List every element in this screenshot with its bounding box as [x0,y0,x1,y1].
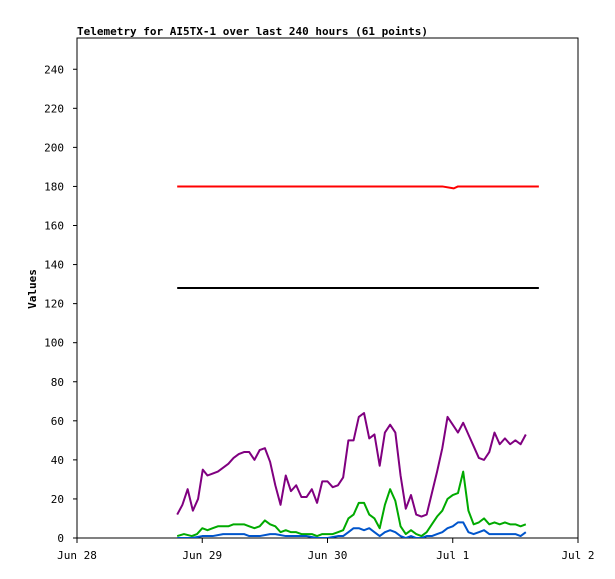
y-tick-label: 40 [51,454,64,467]
y-tick-label: 0 [57,532,64,545]
y-tick-label: 180 [44,180,64,193]
x-tick-label: Jul 1 [436,549,469,562]
y-axis-ticks: 0 20 40 60 80 100 120 140 160 180 200 220 240 [44,63,77,545]
x-tick-label: Jun 30 [308,549,348,562]
y-tick-label: 240 [44,63,64,76]
y-tick-label: 140 [44,259,64,272]
y-tick-label: 20 [51,493,64,506]
chart-title: Telemetry for AI5TX-1 over last 240 hour… [77,25,428,38]
x-tick-label: Jun 29 [182,549,222,562]
y-axis-label: Values [26,269,39,309]
series-line-4 [176,470,527,538]
y-tick-label: 100 [44,337,64,350]
series-line-5 [177,521,527,538]
y-tick-label: 60 [51,415,64,428]
x-tick-label: Jun 28 [57,549,97,562]
series-line-3 [176,412,527,518]
y-tick-label: 80 [51,376,64,389]
y-tick-label: 120 [44,298,64,311]
y-tick-label: 200 [44,141,64,154]
x-axis-ticks: Jun 28 Jun 29 Jun 30 Jul 1 Jul 2 [57,538,595,562]
y-tick-label: 160 [44,220,64,233]
x-tick-label: Jul 2 [561,549,594,562]
series-line-1 [177,185,539,190]
series-layer [176,185,539,538]
y-tick-label: 220 [44,102,64,115]
